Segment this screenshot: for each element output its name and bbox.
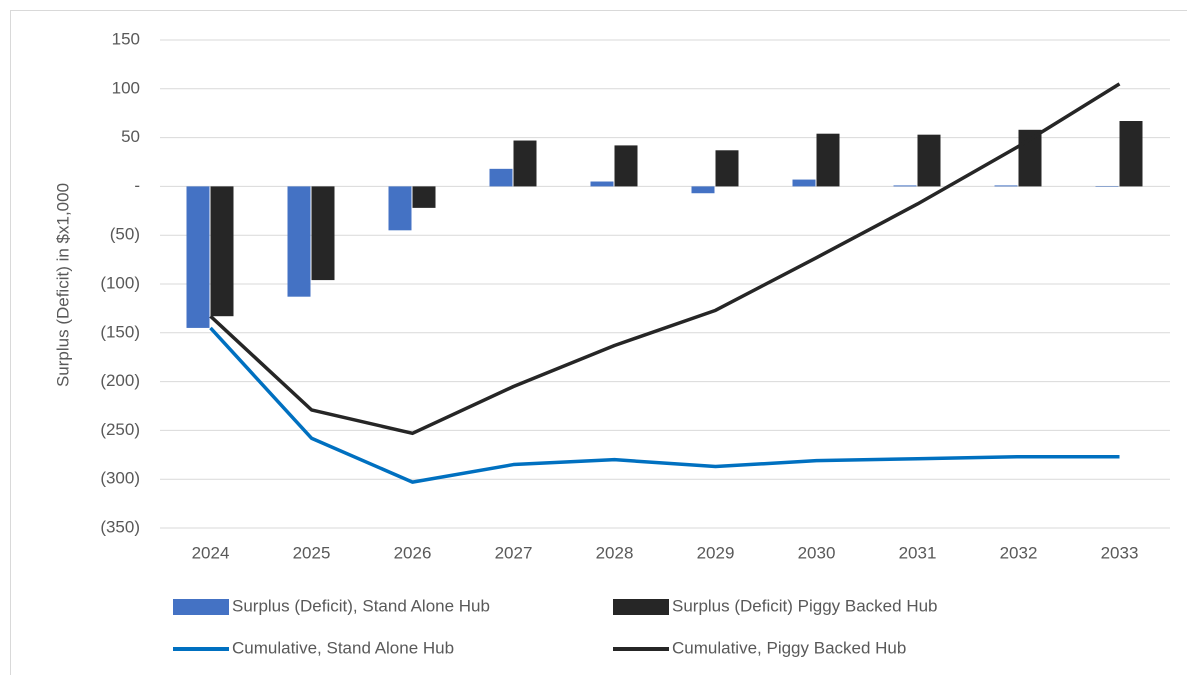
legend-swatch	[173, 599, 229, 615]
y-tick-label: (150)	[100, 322, 140, 341]
x-tick-label: 2025	[293, 543, 331, 562]
y-tick-label: (50)	[110, 225, 140, 244]
bar	[1095, 186, 1119, 187]
chart-border	[10, 10, 1187, 675]
y-tick-label: 150	[112, 29, 140, 48]
bar	[287, 186, 311, 297]
x-tick-label: 2027	[495, 543, 533, 562]
x-tick-label: 2026	[394, 543, 432, 562]
bar	[210, 186, 234, 317]
y-tick-label: -	[134, 176, 140, 195]
legend-label: Surplus (Deficit), Stand Alone Hub	[232, 596, 490, 615]
y-tick-label: (350)	[100, 517, 140, 536]
bar	[792, 179, 816, 187]
x-tick-label: 2028	[596, 543, 634, 562]
bar	[715, 150, 739, 187]
bar	[186, 186, 210, 328]
line	[209, 326, 1120, 484]
bar	[691, 186, 715, 194]
legend-label: Cumulative, Stand Alone Hub	[232, 638, 454, 657]
bar	[994, 185, 1018, 187]
legend-swatch	[613, 599, 669, 615]
x-tick-label: 2031	[899, 543, 937, 562]
x-tick-label: 2033	[1101, 543, 1139, 562]
bar	[1119, 121, 1143, 187]
bar	[590, 181, 614, 187]
y-tick-label: (250)	[100, 420, 140, 439]
y-axis-label: Surplus (Deficit) in $x1,000	[53, 183, 72, 387]
bar	[311, 186, 335, 281]
legend-label: Surplus (Deficit) Piggy Backed Hub	[672, 596, 938, 615]
y-tick-label: 50	[121, 127, 140, 146]
bar	[917, 134, 941, 187]
bar	[412, 186, 436, 208]
legend-label: Cumulative, Piggy Backed Hub	[672, 638, 906, 657]
y-tick-label: (200)	[100, 371, 140, 390]
x-tick-label: 2024	[192, 543, 230, 562]
bar	[893, 185, 917, 187]
bar	[816, 133, 840, 187]
line	[209, 82, 1121, 436]
y-tick-label: (100)	[100, 273, 140, 292]
bar	[513, 140, 537, 187]
y-tick-label: (300)	[100, 469, 140, 488]
bar	[489, 168, 513, 187]
x-tick-label: 2030	[798, 543, 836, 562]
bar	[614, 145, 638, 187]
x-tick-label: 2029	[697, 543, 735, 562]
bar	[388, 186, 412, 231]
y-tick-label: 100	[112, 78, 140, 97]
x-tick-label: 2032	[1000, 543, 1038, 562]
